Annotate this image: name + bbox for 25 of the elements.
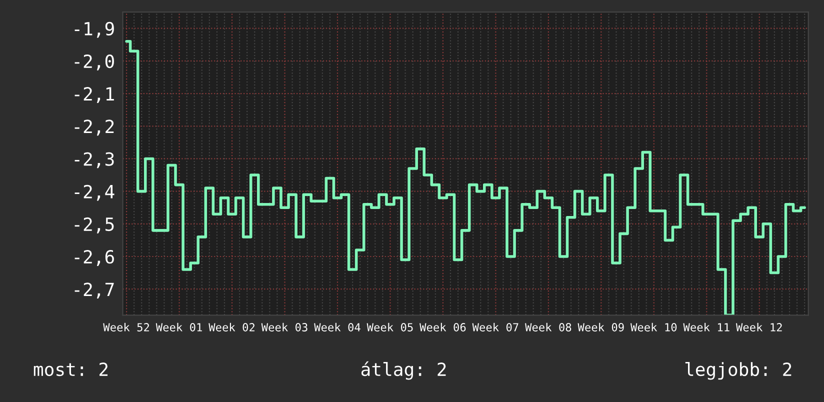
x-tick-label: Week 04 — [314, 322, 360, 332]
y-tick-label: -2,0 — [74, 54, 114, 70]
x-tick-label: Week 11 — [683, 322, 730, 332]
x-tick-label: Week 10 — [630, 322, 677, 332]
x-tick-label: Week 06 — [420, 322, 466, 332]
y-tick-label: -2,6 — [74, 250, 114, 266]
text: most: 2 — [34, 362, 108, 376]
y-tick-label: -2,1 — [74, 87, 114, 103]
text: legjobb: 2 — [685, 362, 792, 380]
x-tick-label: Week 08 — [525, 322, 572, 332]
y-tick-label: -2,2 — [74, 120, 114, 136]
x-tick-label: Week 52 — [103, 322, 150, 332]
y-tick-label: -2,3 — [74, 152, 114, 168]
x-tick-label: Week 03 — [261, 322, 308, 332]
y-tick-label: -2,7 — [74, 282, 114, 299]
text: átlag: 2 — [361, 361, 446, 380]
x-tick-label: Week 05 — [366, 322, 413, 332]
y-tick-label: -2,4 — [74, 184, 114, 201]
x-tick-label: Week 02 — [208, 322, 254, 332]
x-tick-label: Week 07 — [472, 322, 518, 332]
y-tick-label: -2,5 — [74, 217, 114, 234]
x-tick-label: Week 01 — [156, 322, 202, 332]
x-tick-label: Week 09 — [578, 322, 624, 332]
y-tick-label: -1,9 — [74, 22, 114, 38]
x-tick-label: Week 12 — [736, 322, 782, 332]
